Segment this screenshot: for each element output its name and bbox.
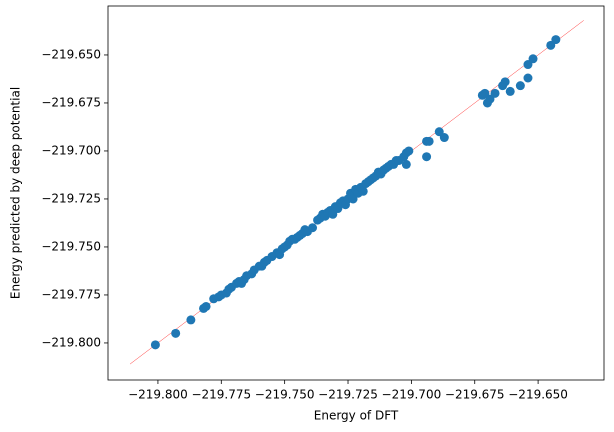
point [480, 88, 490, 98]
y-tick-label: −219.800 [41, 335, 101, 349]
x-tick-label: −219.750 [255, 388, 315, 402]
y-tick-label: −219.675 [41, 95, 101, 109]
point [424, 136, 434, 146]
x-axis-label: Energy of DFT [314, 409, 399, 423]
point [171, 328, 181, 338]
point [434, 127, 444, 137]
point [439, 133, 449, 143]
point [485, 94, 495, 104]
point [358, 186, 368, 196]
point [523, 73, 533, 83]
point [551, 35, 561, 45]
point [186, 315, 196, 325]
y-tick-label: −219.775 [41, 287, 101, 301]
x-tick-label: −219.775 [191, 388, 251, 402]
point [505, 86, 515, 96]
point [401, 159, 411, 169]
y-tick-label: −219.725 [41, 191, 101, 205]
x-tick-label: −219.800 [128, 388, 188, 402]
point [490, 88, 500, 98]
y-axis-label: Energy predicted by deep potential [9, 87, 23, 299]
point [150, 340, 160, 350]
point [422, 152, 432, 162]
point [201, 301, 211, 311]
point [348, 194, 358, 204]
x-tick-label: −219.650 [508, 388, 568, 402]
y-tick-label: −219.700 [41, 143, 101, 157]
y-tick-label: −219.650 [41, 47, 101, 61]
x-tick-label: −219.700 [382, 388, 442, 402]
point [528, 54, 538, 64]
x-tick-label: −219.675 [445, 388, 505, 402]
x-tick-label: −219.725 [318, 388, 378, 402]
point [523, 60, 533, 70]
y-tick-label: −219.750 [41, 239, 101, 253]
point [515, 81, 525, 91]
point [500, 77, 510, 87]
plot-frame [107, 5, 605, 381]
point [308, 223, 318, 233]
point [328, 209, 338, 219]
point [404, 146, 414, 156]
point [546, 40, 556, 50]
